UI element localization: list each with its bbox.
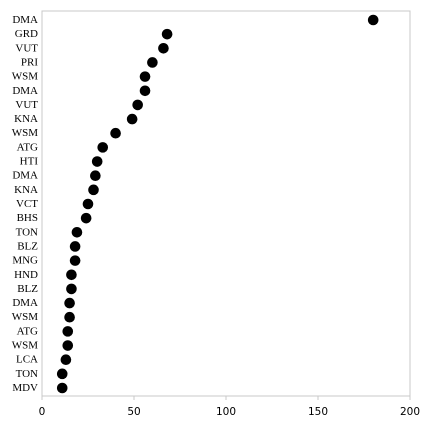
data-point [88, 184, 99, 196]
data-point [64, 311, 75, 323]
y-tick-label: BLZ [17, 283, 38, 295]
data-point [90, 170, 101, 181]
y-tick-label: TON [16, 368, 38, 380]
y-tick-label: BLZ [17, 240, 38, 252]
plot-frame [41, 10, 411, 397]
y-tick-label: WSM [12, 71, 39, 83]
data-point [69, 255, 81, 266]
y-tick-label: WSM [12, 340, 39, 352]
y-tick-labels: DMA GRD VUT PRI WSM DMA VUT KNA WSM ATG HTI DMA KNA V… [12, 14, 39, 394]
data-point [110, 127, 121, 139]
data-point [97, 142, 109, 153]
data-point [367, 14, 379, 26]
x-tick-label: 50 [127, 406, 140, 418]
y-tick-label: DMA [12, 297, 38, 309]
data-point [60, 354, 72, 365]
data-point [56, 368, 68, 380]
y-tick-label: PRI [21, 56, 38, 68]
data-point [69, 241, 81, 252]
y-tick-label: TON [16, 226, 38, 238]
y-tick-label: HND [14, 269, 38, 281]
data-point [66, 269, 77, 281]
y-tick-label: BHS [17, 212, 38, 224]
data-point [91, 156, 103, 167]
data-points [56, 14, 379, 394]
data-point [80, 212, 92, 224]
y-tick-label: HTI [20, 156, 39, 168]
y-tick-label: GRD [15, 28, 38, 40]
y-tick-label: KNA [14, 113, 38, 125]
data-point [126, 113, 138, 125]
x-tick-label: 0 [39, 406, 46, 418]
data-point [158, 43, 169, 54]
data-point [56, 382, 68, 394]
y-tick-label: DMA [12, 85, 38, 97]
y-tick-label: VCT [16, 198, 38, 210]
data-point [139, 85, 151, 97]
data-point [62, 326, 74, 337]
data-point [62, 340, 74, 351]
x-tick-label: 100 [216, 406, 236, 418]
y-tick-label: WSM [12, 311, 39, 323]
data-point [71, 227, 83, 238]
y-tick-label: DMA [12, 170, 38, 182]
y-tick-label: KNA [14, 184, 38, 196]
data-point [139, 71, 151, 82]
data-point [82, 198, 94, 210]
y-tick-label: ATG [17, 141, 38, 153]
y-tick-label: VUT [15, 42, 38, 54]
x-tick-label: 150 [308, 406, 328, 418]
data-point [64, 297, 75, 309]
y-tick-label: WSM [12, 127, 39, 139]
data-point [147, 57, 158, 68]
data-point [66, 283, 77, 295]
y-tick-label: DMA [12, 14, 38, 26]
y-tick-label: ATG [17, 325, 38, 337]
y-tick-label: MNG [12, 255, 38, 267]
y-tick-label: LCA [16, 354, 38, 366]
y-tick-label: VUT [15, 99, 38, 111]
data-point [161, 28, 173, 40]
x-axis: 0 50 100 150 200 [39, 396, 420, 418]
y-tick-label: MDV [12, 382, 38, 394]
data-point [132, 99, 143, 111]
x-tick-label: 200 [400, 406, 420, 418]
